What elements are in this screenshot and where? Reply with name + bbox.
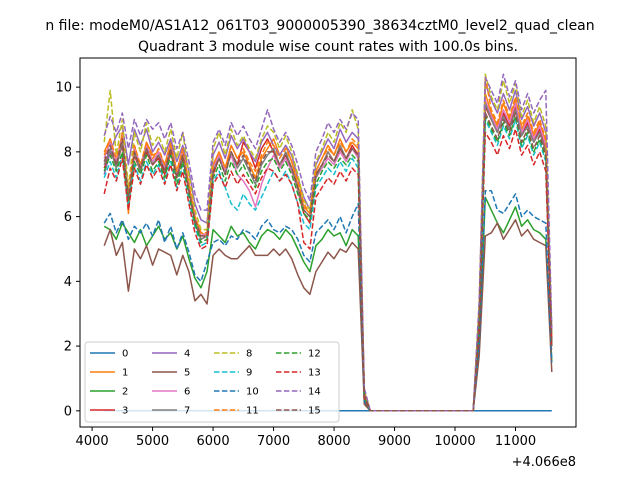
legend-label-6: 6 (184, 387, 190, 398)
series-line-4 (103, 83, 553, 412)
x-axis-offset-label: +4.066e8 (512, 455, 576, 470)
series-line-10 (103, 189, 553, 412)
legend-label-3: 3 (122, 406, 128, 417)
y-tick-label: 2 (64, 340, 72, 355)
legend-label-1: 1 (122, 368, 128, 379)
series-line-14 (103, 73, 553, 412)
series-line-11 (103, 76, 553, 412)
axis-ticks: 4000 5000 6000 7000 8000 9000 10000 11000 0 2 4 6 8 1… (55, 81, 536, 449)
x-tick-label: 8000 (318, 434, 351, 449)
x-tick-label: 11000 (495, 434, 536, 449)
legend-label-13: 13 (308, 368, 321, 379)
x-tick-label: 6000 (197, 434, 230, 449)
legend-box (84, 341, 340, 423)
x-tick-label: 9000 (378, 434, 411, 449)
axes-frame (79, 57, 577, 428)
y-tick-label: 6 (64, 210, 72, 225)
legend-label-9: 9 (246, 368, 252, 379)
figure-suptitle: n file: modeM0/AS1A12_061T03_9000005390_… (45, 18, 594, 34)
legend-label-12: 12 (308, 349, 321, 360)
legend-label-15: 15 (308, 406, 321, 417)
y-tick-label: 4 (64, 275, 72, 290)
y-tick-label: 8 (64, 145, 72, 160)
x-tick-label: 5000 (136, 434, 169, 449)
series-line-2 (103, 196, 553, 412)
x-tick-label: 7000 (257, 434, 290, 449)
legend-label-2: 2 (122, 387, 128, 398)
plot-area (103, 73, 553, 412)
x-tick-label: 4000 (76, 434, 109, 449)
legend-label-4: 4 (184, 349, 190, 360)
series-line-5 (103, 219, 553, 412)
chart-title: Quadrant 3 module wise count rates with … (138, 39, 518, 55)
legend-label-11: 11 (246, 406, 259, 417)
y-tick-label: 10 (55, 81, 72, 96)
y-tick-label: 0 (64, 404, 72, 419)
legend-label-14: 14 (308, 387, 321, 398)
legend-label-0: 0 (122, 349, 128, 360)
series-line-13 (103, 128, 553, 412)
legend-label-5: 5 (184, 368, 190, 379)
series-line-12 (103, 115, 553, 412)
series-line-15 (103, 112, 553, 412)
legend-label-8: 8 (246, 349, 252, 360)
x-tick-label: 10000 (434, 434, 475, 449)
series-line-8 (103, 73, 553, 412)
legend-label-10: 10 (246, 387, 259, 398)
legend-label-7: 7 (184, 406, 190, 417)
series-line-6 (103, 99, 553, 412)
